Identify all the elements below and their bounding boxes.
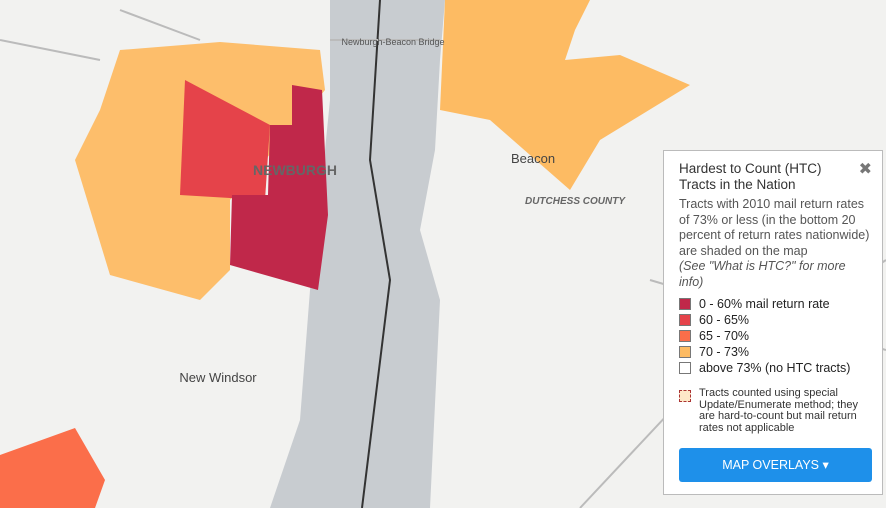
- legend-item: 60 - 65%: [679, 312, 872, 328]
- label: DUTCHESS COUNTY: [525, 196, 626, 207]
- swatch: [679, 330, 691, 342]
- special-text: Tracts counted using special Update/Enum…: [699, 387, 858, 434]
- legend-item: 70 - 73%: [679, 344, 872, 360]
- legend-label: 60 - 65%: [699, 313, 750, 327]
- legend-label: 65 - 70%: [699, 329, 750, 343]
- label: New Windsor: [179, 370, 257, 385]
- legend-item: 65 - 70%: [679, 328, 872, 344]
- label: Beacon: [511, 151, 555, 166]
- boundary: [361, 0, 392, 508]
- legend-items: 0 - 60% mail return rate 60 - 65% 65 - 70%…: [679, 296, 872, 376]
- legend-description: Tracts with 2010 mail return rates of 73…: [679, 197, 870, 258]
- tract: [0, 428, 105, 508]
- swatch: [679, 298, 691, 310]
- special: Tracts counted using special Update/Enum…: [679, 387, 872, 434]
- swatch: [679, 314, 691, 326]
- tract: [230, 85, 328, 290]
- swatch: [679, 390, 691, 402]
- button-text: MAP OVERLAYS: [722, 458, 820, 472]
- label: NEWBURGH: [253, 162, 337, 178]
- legend: ✖ Hardest to Count (HTC) Tracts in the N…: [663, 150, 883, 495]
- close[interactable]: ✖: [858, 161, 872, 178]
- legend-item: above 73% (no HTC tracts): [679, 360, 872, 376]
- overlay-button[interactable]: MAP OVERLAYS ▾: [679, 448, 872, 482]
- legend-label: 70 - 73%: [699, 345, 750, 359]
- tract: [440, 0, 690, 190]
- swatch: [679, 362, 691, 374]
- legend-label: above 73% (no HTC tracts): [699, 361, 851, 375]
- river: [270, 0, 445, 508]
- legend-label: 0 - 60% mail return rate: [699, 297, 830, 311]
- tract: [180, 80, 270, 200]
- legend-note: (See "What is HTC?" for more info): [679, 259, 846, 289]
- swatch: [679, 346, 691, 358]
- legend-title: Hardest to Count (HTC) Tracts in the Nat…: [679, 161, 822, 192]
- road: [0, 9, 886, 508]
- legend-item: 0 - 60% mail return rate: [679, 296, 872, 312]
- label: Newburgh-Beacon Bridge: [341, 37, 444, 47]
